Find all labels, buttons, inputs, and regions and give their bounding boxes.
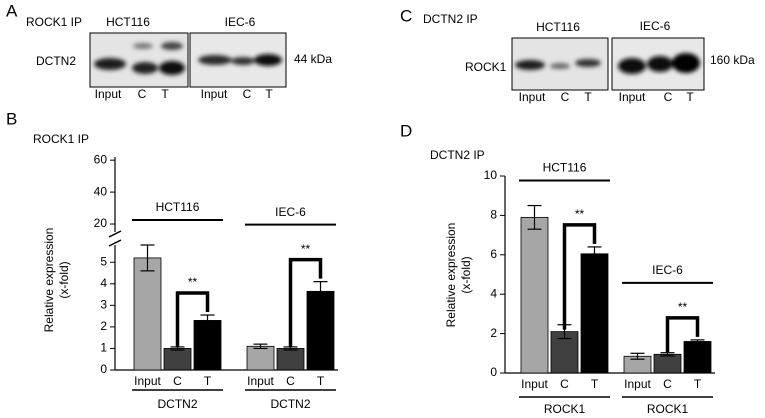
bar xyxy=(683,341,712,374)
panel-letter: C xyxy=(400,6,412,25)
significance-bracket xyxy=(562,223,597,330)
panel-letter: A xyxy=(6,1,18,20)
y-tick-label: 0 xyxy=(100,362,107,376)
size-label: 44 kDa xyxy=(294,52,332,66)
subtitle: DCTN2 IP xyxy=(430,148,485,162)
blot-a: A ROCK1 IP HCT116 IEC-6 DCTN2 44 kDa Inp… xyxy=(6,1,332,101)
y-tick-label: 4 xyxy=(100,276,107,290)
bar xyxy=(653,353,682,374)
blot-c: C DCTN2 IP HCT116 IEC-6 ROCK1 160 kDa In… xyxy=(400,6,755,104)
y-tick-label: 5 xyxy=(100,254,107,268)
lane-label: Input xyxy=(619,90,646,104)
y-tick-label: 1 xyxy=(100,341,107,355)
subtitle: ROCK1 IP xyxy=(33,132,89,146)
y-tick-label: 40 xyxy=(94,184,108,198)
y-tick-label: 6 xyxy=(490,247,497,261)
bar xyxy=(306,290,335,371)
bar-label: Input xyxy=(521,377,548,391)
y-tick-label: 8 xyxy=(490,208,497,222)
axis-break xyxy=(108,239,122,247)
significance-label: ** xyxy=(301,242,311,256)
lane-label: Input xyxy=(95,87,122,101)
lane-label: T xyxy=(161,87,169,101)
bar-label: T xyxy=(317,374,325,388)
protein-label: ROCK1 xyxy=(465,60,507,74)
bar-label: C xyxy=(560,377,569,391)
y-axis-label: (x-fold) xyxy=(459,256,473,293)
category-label: HCT116 xyxy=(543,161,587,175)
bar xyxy=(520,216,549,374)
y-axis-label: (x-fold) xyxy=(57,261,71,298)
y-axis-label: Relative expression xyxy=(444,223,458,328)
significance-bracket xyxy=(665,316,700,353)
bands xyxy=(94,42,282,75)
significance-label: ** xyxy=(575,207,585,221)
y-tick-label: 0 xyxy=(490,365,497,379)
size-label: 160 kDa xyxy=(710,53,755,67)
lane-label: C xyxy=(138,87,147,101)
category-label: IEC-6 xyxy=(652,263,683,277)
lane-label: Input xyxy=(519,90,546,104)
axis-break xyxy=(108,230,122,238)
category-label: IEC-6 xyxy=(275,205,306,219)
significance-bracket xyxy=(288,257,323,347)
lane-label: T xyxy=(686,90,694,104)
lane-label: C xyxy=(664,90,673,104)
cell-label: HCT116 xyxy=(536,20,580,34)
ip-label: DCTN2 IP xyxy=(423,12,478,26)
y-tick-label: 10 xyxy=(484,168,498,182)
panel-letter: B xyxy=(6,109,17,128)
significance-label: ** xyxy=(678,300,688,314)
lane-label: T xyxy=(265,87,273,101)
protein-label: DCTN2 xyxy=(36,54,76,68)
bar xyxy=(580,253,609,374)
panel-letter: D xyxy=(400,121,412,140)
lane-label: T xyxy=(584,90,592,104)
bar xyxy=(276,348,305,371)
cell-label: IEC-6 xyxy=(225,15,256,29)
y-tick-label: 60 xyxy=(94,152,108,166)
y-tick-label: 20 xyxy=(94,216,108,230)
lane-label: C xyxy=(561,90,570,104)
bar xyxy=(193,320,222,371)
category-label: HCT116 xyxy=(156,200,200,214)
y-tick-label: 3 xyxy=(100,298,107,312)
bands xyxy=(515,53,700,74)
bar xyxy=(163,348,192,371)
bar-label: C xyxy=(286,374,295,388)
bar xyxy=(246,345,275,371)
group-label: ROCK1 xyxy=(647,402,689,416)
group-label: DCTN2 xyxy=(157,397,197,411)
bar-label: Input xyxy=(134,374,161,388)
bar-label: C xyxy=(663,377,672,391)
bar-label: Input xyxy=(624,377,651,391)
bar-label: T xyxy=(591,377,599,391)
y-tick-label: 4 xyxy=(490,286,497,300)
ip-label: ROCK1 IP xyxy=(26,15,82,29)
bar xyxy=(133,257,162,371)
significance-label: ** xyxy=(188,275,198,289)
cell-label: IEC-6 xyxy=(640,19,671,33)
y-axis-label: Relative expression xyxy=(42,228,56,333)
bar-label: Input xyxy=(247,374,274,388)
lane-label: C xyxy=(243,87,252,101)
cell-label: HCT116 xyxy=(106,15,150,29)
y-tick-label: 2 xyxy=(100,319,107,333)
bar-label: C xyxy=(173,374,182,388)
group-label: DCTN2 xyxy=(270,397,310,411)
bar-label: T xyxy=(204,374,212,388)
significance-bracket xyxy=(175,291,210,347)
bar-label: T xyxy=(694,377,702,391)
y-tick-label: 2 xyxy=(490,326,497,340)
group-label: ROCK1 xyxy=(544,402,586,416)
lane-label: Input xyxy=(201,87,228,101)
